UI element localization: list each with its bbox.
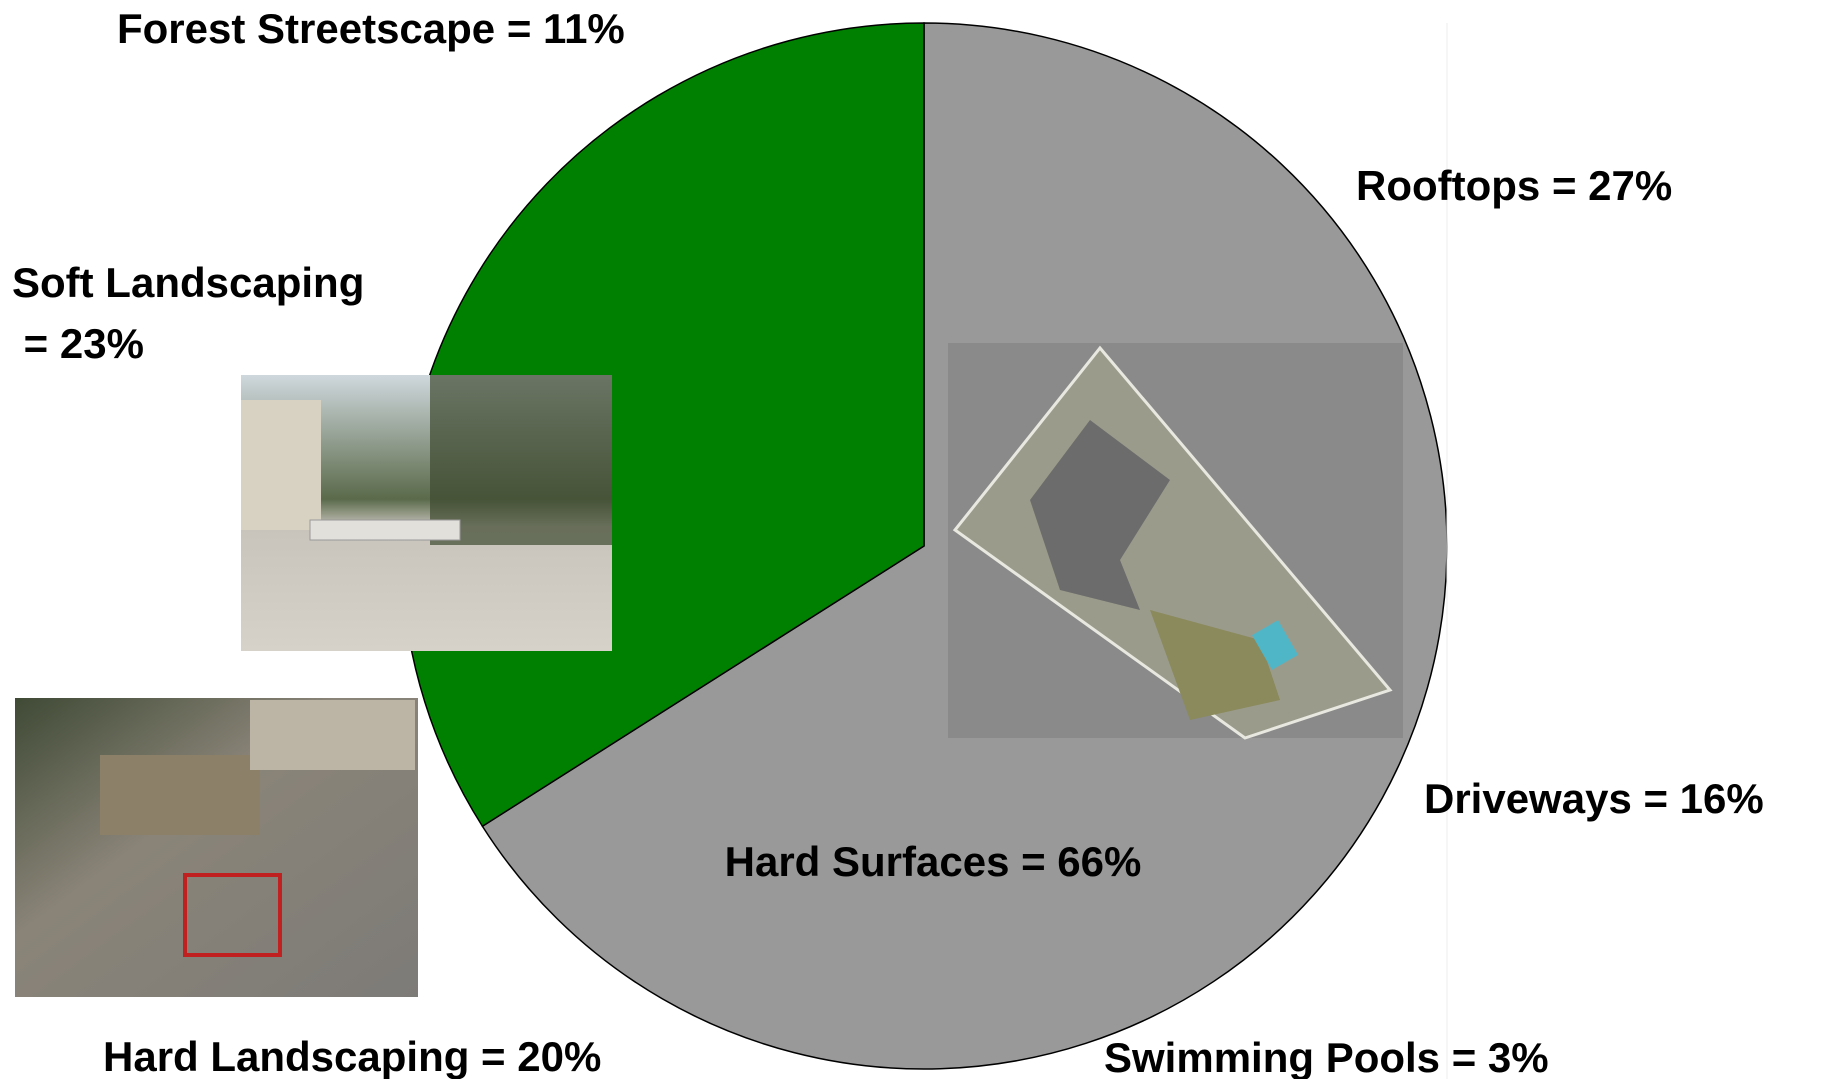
annotation: Soft Landscaping = 23% [12, 259, 364, 367]
annotation: Hard Landscaping = 20% [103, 1033, 601, 1079]
annotation-line: Swimming Pools = 3% [1104, 1034, 1549, 1079]
annotation-line: Driveways = 16% [1424, 775, 1764, 822]
photo-hard-landscaping [15, 698, 418, 997]
photo-aerial [948, 343, 1403, 740]
annotation-line: = 23% [12, 320, 144, 367]
photo-soft-landscaping [241, 375, 612, 651]
annotation-line: Forest Streetscape = 11% [117, 5, 625, 52]
slice-label: Hard Surfaces = 66% [725, 838, 1142, 885]
annotation: Forest Streetscape = 11% [117, 5, 625, 52]
annotation-line: Hard Landscaping = 20% [103, 1033, 601, 1079]
annotation: Swimming Pools = 3% [1104, 1034, 1549, 1079]
annotation-line: Rooftops = 27% [1356, 162, 1672, 209]
annotation-line: Soft Landscaping [12, 259, 364, 306]
annotation: Rooftops = 27% [1356, 162, 1672, 209]
annotation: Driveways = 16% [1424, 775, 1764, 822]
